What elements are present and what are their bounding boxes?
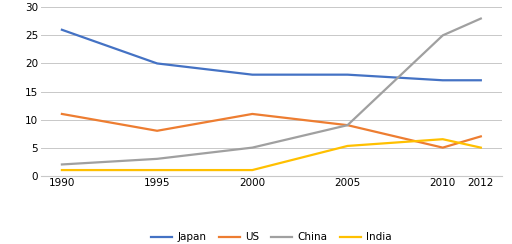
Legend: Japan, US, China, India: Japan, US, China, India [147,228,396,244]
